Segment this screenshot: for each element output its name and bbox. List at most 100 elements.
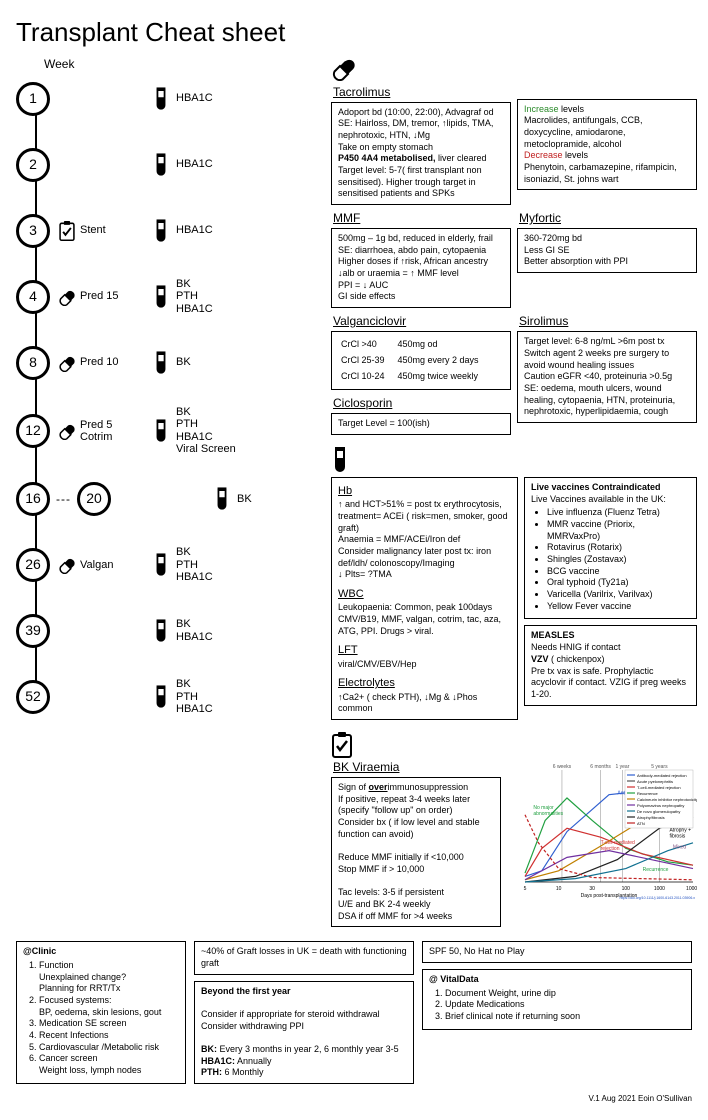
- valgan-crcl: CrCl 10-24: [340, 370, 395, 384]
- svg-text:https://doi.org/10.1111/j.1600: https://doi.org/10.1111/j.1600-6143.2011…: [620, 896, 696, 900]
- timeline-mid: Valgan: [58, 556, 146, 574]
- timeline-row: 12 Pred 5 Cotrim BK PTH HBA1C Viral Scre…: [16, 406, 321, 457]
- week-circle: 20: [77, 482, 111, 516]
- measles-title: MEASLES: [531, 630, 575, 640]
- svg-text:5 years: 5 years: [651, 764, 668, 770]
- labs-box: Hb ↑ and HCT>51% = post tx erythrocytosi…: [331, 477, 518, 720]
- clipboard-section-icon: [331, 732, 697, 758]
- lft-body: viral/CMV/EBV/Hep: [338, 659, 511, 671]
- tac-interactions-box: Increase levels Macrolides, antifungals,…: [517, 99, 697, 191]
- svg-text:fibrosis: fibrosis: [669, 834, 685, 840]
- timeline-mid: Pred 15: [58, 288, 146, 306]
- timeline-tests: HBA1C: [176, 92, 213, 105]
- timeline-row: 8 Pred 10 BK: [16, 340, 321, 386]
- increase-after: levels: [559, 104, 585, 114]
- svg-text:10: 10: [556, 886, 562, 892]
- bk-body1: If positive, repeat 3-4 weeks later (spe…: [338, 794, 480, 839]
- bk-l1c: immunosuppression: [388, 782, 469, 792]
- beyond-box: Beyond the first year Consider if approp…: [194, 981, 414, 1085]
- timeline-tests: BK HBA1C: [176, 618, 213, 643]
- beyond-pth: 6 Monthly: [222, 1067, 264, 1077]
- timeline-tests: BK PTH HBA1C: [176, 678, 213, 716]
- clinic-box: @Clinic Function Unexplained change? Pla…: [16, 941, 186, 1084]
- tube-icon: [146, 153, 176, 177]
- vzv-body: Pre tx vax is safe. Prophylactic acyclov…: [531, 666, 686, 699]
- clinic-item: Cancer screen Weight loss, lymph nodes: [39, 1053, 179, 1076]
- bk-l1b: over: [369, 782, 388, 792]
- tube-icon: [146, 87, 176, 111]
- svg-text:Antibody-mediated rejection: Antibody-mediated rejection: [637, 773, 687, 778]
- clinic-item: Focused systems: BP, oedema, skin lesion…: [39, 995, 179, 1018]
- timeline-mid-text: Valgan: [80, 559, 113, 571]
- week-pair: 16 --- 20: [16, 482, 111, 516]
- decrease-body: Phenytoin, carbamazepine, rifampicin, is…: [524, 162, 677, 184]
- vaccine-item: Rotavirus (Rotarix): [547, 542, 690, 554]
- svg-text:Recurrence: Recurrence: [643, 867, 669, 873]
- timeline-row: 16 --- 20 BK: [16, 476, 321, 522]
- beyond-hba: Annually: [235, 1056, 272, 1066]
- vital-item: Update Medications: [445, 999, 685, 1011]
- valgan-dose: 450mg every 2 days: [397, 354, 489, 368]
- vital-item: Brief clinical note if returning soon: [445, 1011, 685, 1023]
- sirolimus-box: Target level: 6-8 ng/mL >6m post tx Swit…: [517, 331, 697, 423]
- vaccines-subtitle: Live Vaccines available in the UK:: [531, 494, 666, 504]
- week-header: Week: [44, 57, 321, 72]
- svg-text:1 year: 1 year: [615, 764, 629, 770]
- svg-text:Polyomavirus nephropathy: Polyomavirus nephropathy: [637, 803, 684, 808]
- clinic-item: Cardiovascular /Metabolic risk: [39, 1042, 179, 1054]
- decrease-label: Decrease: [524, 150, 563, 160]
- lft-title: LFT: [338, 643, 511, 657]
- footer-credit: V.1 Aug 2021 Eoin O'Sullivan: [16, 1094, 692, 1104]
- tube-icon: [146, 219, 176, 243]
- pill-icon: [58, 556, 76, 574]
- timeline-mid: Pred 5 Cotrim: [58, 419, 146, 443]
- clinic-title: @Clinic: [23, 946, 56, 956]
- week-circle: 52: [16, 680, 50, 714]
- vital-title: @ VitalData: [429, 974, 479, 984]
- timeline-tests: HBA1C: [176, 158, 213, 171]
- week-circle: 16: [16, 482, 50, 516]
- beyond-title: Beyond the first year: [201, 986, 291, 996]
- vaccines-title: Live vaccines Contraindicated: [531, 482, 661, 492]
- valgan-crcl: CrCl 25-39: [340, 354, 395, 368]
- timeline-mid: Pred 10: [58, 354, 146, 372]
- svg-text:30: 30: [589, 886, 595, 892]
- valgan-crcl: CrCl >40: [340, 338, 395, 352]
- sirolimus-title: Sirolimus: [519, 314, 697, 329]
- svg-text:1000: 1000: [654, 886, 665, 892]
- week-circle: 1: [16, 82, 50, 116]
- valgan-row: CrCl 25-39450mg every 2 days: [340, 354, 489, 368]
- tube-icon: [146, 351, 176, 375]
- beyond-hba-label: HBA1C:: [201, 1056, 235, 1066]
- mmf-box: 500mg – 1g bd, reduced in elderly, frail…: [331, 228, 511, 308]
- week-circle: 8: [16, 346, 50, 380]
- increase-label: Increase: [524, 104, 559, 114]
- timeline-tests: BK: [176, 356, 191, 369]
- svg-text:Acute pyelonephritis: Acute pyelonephritis: [637, 779, 673, 784]
- bk-title: BK Viraemia: [333, 760, 501, 775]
- vaccine-item: Yellow Fever vaccine: [547, 601, 690, 613]
- vital-item: Document Weight, urine dip: [445, 988, 685, 1000]
- timeline-tests: BK PTH HBA1C Viral Screen: [176, 406, 236, 457]
- bottom-row: @Clinic Function Unexplained change? Pla…: [16, 941, 692, 1090]
- bk-box: Sign of overimmunosuppression If positiv…: [331, 777, 501, 927]
- tube-section-icon: [331, 447, 697, 473]
- myfortic-box: 360-720mg bd Less GI SE Better absorptio…: [517, 228, 697, 273]
- graft-loss-box: ~40% of Graft losses in UK = death with …: [194, 941, 414, 974]
- vaccine-item: BCG vaccine: [547, 566, 690, 578]
- svg-text:rejection: rejection: [601, 846, 620, 852]
- week-circle: 2: [16, 148, 50, 182]
- timeline-mid-text: Pred 5 Cotrim: [80, 419, 112, 443]
- tacrolimus-body: Adoport bd (10:00, 22:00), Advagraf od S…: [338, 107, 494, 152]
- week-circle: 26: [16, 548, 50, 582]
- increase-body: Macrolides, antifungals, CCB, doxycyclin…: [524, 115, 643, 148]
- clipboard-icon: [58, 221, 76, 241]
- tube-icon: [207, 487, 237, 511]
- valgan-dose: 450mg twice weekly: [397, 370, 489, 384]
- svg-text:abnormalities: abnormalities: [533, 811, 563, 817]
- valgan-row: CrCl 10-24450mg twice weekly: [340, 370, 489, 384]
- elec-body: ↑Ca2+ ( check PTH), ↓Mg & ↓Phos common: [338, 692, 511, 715]
- valgan-row: CrCl >40450mg od: [340, 338, 489, 352]
- wbc-title: WBC: [338, 587, 511, 601]
- tacrolimus-box: Adoport bd (10:00, 22:00), Advagraf od S…: [331, 102, 511, 206]
